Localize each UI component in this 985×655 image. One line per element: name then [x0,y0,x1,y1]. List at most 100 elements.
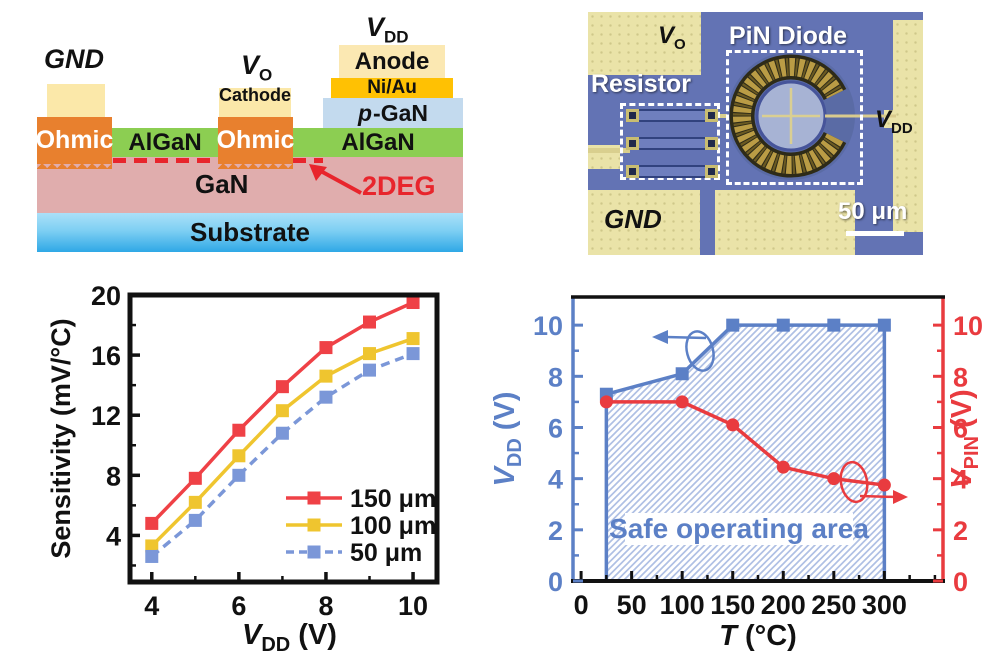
pin-diode-structure [727,52,896,180]
blue-curve-indicator-ellipse [685,330,715,372]
right-y-tick-label: 8 [953,362,968,392]
plot-area: 4 6 8 10 4 8 12 16 20 Sensitivity (mV/°C) VDD (V) 1… [46,281,440,655]
data-point [188,495,202,509]
scale-bar-label: 50 μm [838,198,908,225]
data-point [232,468,246,482]
right-axis-arrow [859,494,897,499]
data-point [776,460,790,474]
x-tick-label: 300 [862,590,907,620]
data-point [188,471,202,485]
left-y-tick-label: 2 [548,516,563,546]
data-point [232,449,246,463]
algan-label-right: AlGaN [341,128,415,156]
data-point [363,347,377,361]
data-point [726,318,740,332]
resistor-bar [626,137,718,150]
data-point [363,363,377,377]
right-y-tick-label: 2 [953,516,968,546]
right-y-axis-title: VPIN (V) [946,389,983,488]
legend-marker [307,545,321,559]
left-y-tick-label: 6 [548,413,563,443]
gnd-node-label: GND [604,204,662,234]
data-point [776,318,790,332]
x-tick-label: 6 [231,591,246,621]
resistor-label: Resistor [591,70,692,98]
x-tick-label: 250 [811,590,856,620]
plot-frame [127,292,440,585]
x-tick-label: 100 [660,590,705,620]
left-axis-arrow [665,335,707,340]
x-axis-title: T (°C) [719,620,797,652]
data-point [406,347,420,361]
pin-diode-label: PiN Diode [729,22,848,50]
2deg-arrow [309,164,362,195]
data-point [599,395,613,409]
data-point [675,367,689,381]
gold-pad-vdd-column [893,20,923,232]
legend-marker [307,518,321,532]
right-y-tick-label: 4 [953,465,968,495]
x-axis-title: VDD (V) [242,619,337,655]
right-y-tick-label: 10 [953,311,983,341]
vdd-series-line [604,323,887,581]
left-y-axis-title: VDD (V) [492,392,526,487]
ohmic-contact-left: Ohmic [36,117,113,169]
left-y-tick-label: 8 [548,362,563,392]
vo-terminal-label: VO [241,50,273,85]
vdd-terminal-label: VDD [366,12,409,47]
pin-diode-dashed-outline [726,50,863,185]
data-point [232,423,246,437]
vo-node-label: VO [658,22,686,53]
data-point [275,426,289,440]
resistor-dashed-outline [620,103,720,180]
safe-operating-area-label: Safe operating area [609,513,869,544]
resistor-contact [705,165,718,178]
x-tick-label: 200 [761,590,806,620]
resistor-contact [705,109,718,122]
left-y-tick-label: 0 [548,567,563,597]
data-point [188,513,202,527]
substrate-layer: Substrate [37,213,463,252]
data-point [406,296,420,310]
2deg-label: 2DEG [362,171,436,201]
vpin-series-line [606,400,885,487]
x-tick-label: 150 [710,590,755,620]
y-tick-label: 8 [106,461,121,491]
resistor-contact [626,109,639,122]
gold-pad-bottom-center [715,190,855,255]
data-point [877,318,891,332]
data-point [319,390,333,404]
y-tick-label: 20 [91,281,121,311]
gan-label: GaN [195,169,249,199]
data-point [726,418,740,432]
resistor-contact [626,165,639,178]
y-tick-label: 16 [91,341,121,371]
algan-label-left: AlGaN [128,128,202,156]
gnd-metal-pad [47,84,105,117]
data-point [827,318,841,332]
data-point [406,332,420,346]
x-tick-label: 4 [144,591,159,621]
legend-label: 150 μm [350,485,436,513]
data-point [275,380,289,394]
right-y-tick-label: 6 [953,413,968,443]
x-tick-label: 10 [398,591,428,621]
gold-trace-left [588,148,630,153]
vdd-node-label: VDD [875,106,913,137]
x-tick-label: 0 [574,590,589,620]
data-point [877,478,891,492]
gnd-terminal-label: GND [44,44,104,74]
x-tick-label: 50 [617,590,647,620]
p-gan-layer: p -GaN [323,98,463,128]
right-axis-arrowhead [893,490,908,504]
data-point [145,516,159,530]
2deg-dashed-line [293,158,323,163]
data-point [319,369,333,383]
legend-marker [307,491,321,505]
annotation-backing [625,513,853,545]
data-point [145,539,159,553]
gold-trace-resistor-diode [716,114,728,118]
ni-au-layer: Ni/Au [331,77,453,98]
